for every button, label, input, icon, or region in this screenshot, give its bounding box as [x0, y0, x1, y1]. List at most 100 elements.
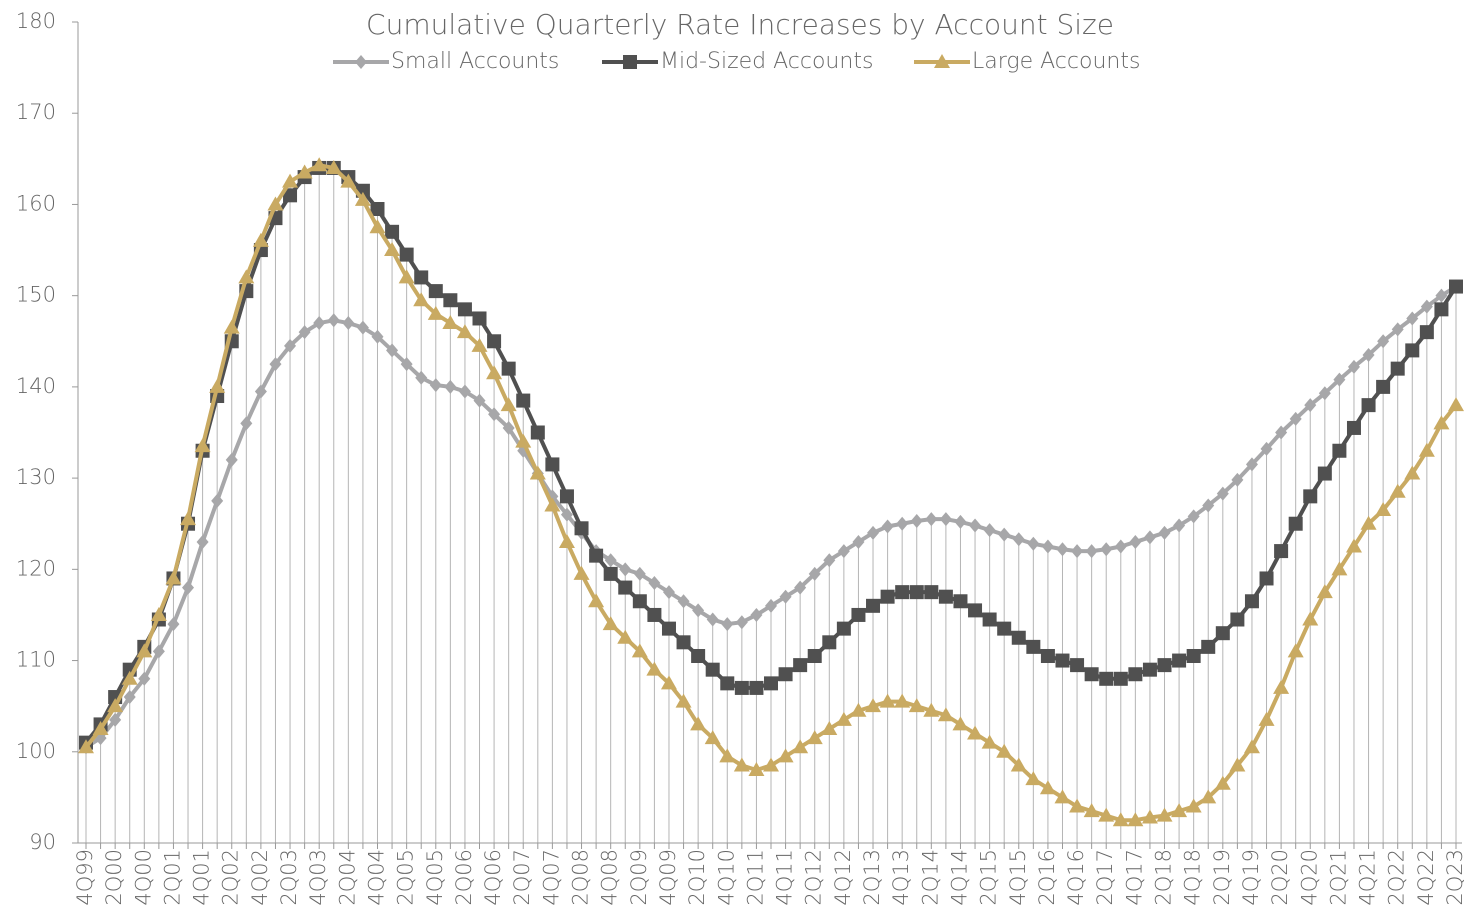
- x-tick-label: 4Q05: [423, 849, 447, 906]
- marker: [429, 378, 442, 393]
- marker: [1303, 489, 1318, 504]
- marker: [1331, 561, 1348, 576]
- marker: [1274, 544, 1289, 559]
- marker: [1099, 671, 1114, 686]
- marker: [866, 598, 881, 613]
- marker: [677, 594, 690, 609]
- marker: [617, 629, 634, 644]
- marker: [1200, 789, 1217, 804]
- x-tick-label: 2Q18: [1152, 849, 1176, 906]
- marker: [182, 580, 195, 595]
- marker: [1214, 775, 1231, 790]
- marker: [924, 585, 939, 600]
- marker: [807, 648, 822, 663]
- marker: [896, 516, 909, 531]
- x-tick-label: 2Q05: [394, 849, 418, 906]
- marker: [78, 739, 94, 754]
- marker: [1244, 594, 1259, 609]
- marker: [953, 594, 968, 609]
- marker: [152, 644, 165, 659]
- y-tick-label: 110: [16, 648, 56, 672]
- marker: [676, 635, 691, 650]
- marker: [1039, 780, 1056, 795]
- marker: [415, 370, 428, 385]
- marker: [1448, 397, 1464, 412]
- marker: [488, 407, 501, 422]
- x-tick-label: 2Q19: [1210, 849, 1234, 906]
- marker: [1025, 771, 1042, 786]
- marker: [1100, 542, 1113, 557]
- marker: [371, 329, 384, 344]
- x-tick-label: 4Q16: [1064, 849, 1088, 906]
- marker: [1127, 812, 1144, 827]
- marker: [719, 748, 736, 763]
- x-tick-label: 4Q01: [190, 849, 214, 906]
- marker: [793, 658, 808, 673]
- marker: [823, 553, 836, 568]
- marker: [1361, 398, 1376, 413]
- marker: [879, 693, 896, 708]
- marker: [1201, 639, 1216, 654]
- x-tick-label: 4Q19: [1239, 849, 1263, 906]
- marker: [997, 621, 1012, 636]
- marker: [1405, 343, 1420, 358]
- marker: [254, 384, 267, 399]
- marker: [1259, 571, 1274, 586]
- marker: [909, 585, 924, 600]
- legend-label: Mid-Sized Accounts: [660, 49, 873, 74]
- marker: [1129, 534, 1142, 549]
- x-tick-label: 4Q21: [1356, 849, 1380, 906]
- marker: [998, 527, 1011, 542]
- x-tick-label: 4Q04: [364, 849, 388, 906]
- marker: [705, 662, 720, 677]
- marker: [1071, 544, 1084, 559]
- marker: [589, 548, 604, 563]
- x-tick-label: 2Q21: [1326, 849, 1350, 906]
- marker: [808, 566, 821, 581]
- x-tick-label: 2Q02: [219, 849, 243, 906]
- marker: [1027, 536, 1040, 551]
- marker: [573, 565, 590, 580]
- marker: [983, 523, 996, 538]
- marker: [444, 379, 457, 394]
- marker: [1114, 539, 1127, 554]
- marker: [1010, 757, 1027, 772]
- marker: [604, 553, 617, 568]
- x-tick-label: 2Q01: [160, 849, 184, 906]
- marker: [603, 566, 618, 581]
- marker: [735, 615, 748, 630]
- marker: [895, 585, 910, 600]
- marker: [648, 576, 661, 591]
- marker: [938, 589, 953, 604]
- x-tick-label: 2Q23: [1443, 849, 1464, 906]
- marker: [632, 594, 647, 609]
- y-tick-label: 170: [16, 100, 56, 124]
- marker: [544, 497, 561, 512]
- marker: [1143, 530, 1156, 545]
- marker: [516, 393, 531, 408]
- marker: [1318, 386, 1331, 401]
- legend-label: Large Accounts: [972, 49, 1140, 74]
- marker: [967, 725, 984, 740]
- marker: [473, 393, 486, 408]
- x-tick-label: 4Q02: [248, 849, 272, 906]
- marker: [1041, 539, 1054, 554]
- x-tick-label: 4Q15: [1006, 849, 1030, 906]
- marker: [1346, 420, 1361, 435]
- marker: [1434, 302, 1449, 317]
- marker: [269, 357, 282, 372]
- marker: [1419, 325, 1434, 340]
- x-tick-label: 2Q11: [743, 849, 767, 906]
- marker: [588, 593, 605, 608]
- marker: [764, 676, 778, 691]
- marker: [1054, 789, 1071, 804]
- marker: [618, 580, 633, 595]
- marker: [1128, 667, 1143, 682]
- x-tick-label: 4Q20: [1297, 849, 1321, 906]
- marker: [1273, 679, 1290, 694]
- marker: [602, 616, 619, 631]
- marker: [559, 489, 574, 504]
- marker: [1420, 299, 1433, 314]
- marker: [1433, 415, 1450, 430]
- marker: [1173, 518, 1186, 533]
